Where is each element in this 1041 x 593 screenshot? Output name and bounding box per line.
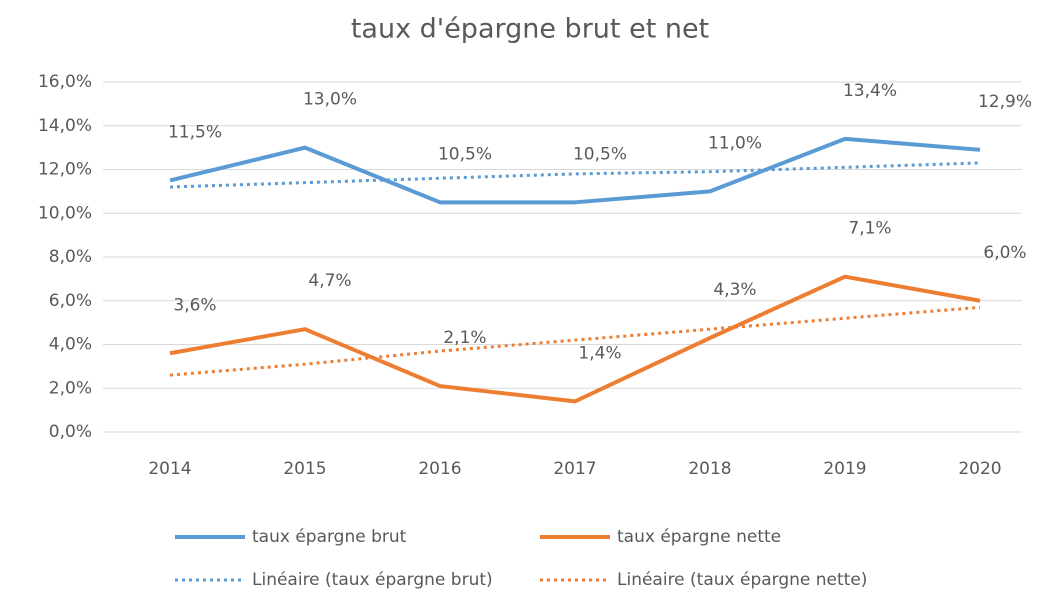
data-label: 10,5% — [438, 144, 492, 164]
data-label: 11,5% — [168, 122, 222, 142]
x-tick-label: 2014 — [148, 459, 191, 479]
x-tick-label: 2018 — [688, 459, 731, 479]
data-label: 13,0% — [303, 90, 357, 110]
data-label: 11,0% — [708, 133, 762, 153]
x-tick-label: 2017 — [553, 459, 596, 479]
y-tick-label: 16,0% — [38, 72, 92, 92]
data-label: 3,6% — [173, 295, 216, 315]
series-line — [169, 136, 981, 205]
y-tick-label: 0,0% — [49, 422, 92, 442]
y-tick-label: 4,0% — [49, 335, 92, 355]
x-tick-label: 2015 — [283, 459, 326, 479]
legend-label: Linéaire (taux épargne brut) — [252, 570, 493, 590]
y-tick-label: 6,0% — [49, 291, 92, 311]
y-tick-label: 12,0% — [38, 160, 92, 180]
chart-title: taux d'épargne brut et net — [351, 14, 709, 45]
legend-label: taux épargne brut — [252, 527, 407, 547]
series-line — [169, 274, 981, 404]
data-label: 2,1% — [443, 328, 486, 348]
y-tick-label: 8,0% — [49, 247, 92, 267]
data-label: 10,5% — [573, 144, 627, 164]
x-tick-label: 2019 — [823, 459, 866, 479]
x-tick-label: 2016 — [418, 459, 461, 479]
y-tick-label: 2,0% — [49, 378, 92, 398]
data-label: 4,7% — [308, 271, 351, 291]
data-label: 6,0% — [983, 243, 1026, 263]
legend-label: Linéaire (taux épargne nette) — [617, 570, 867, 590]
data-label: 13,4% — [843, 81, 897, 101]
data-label: 12,9% — [978, 92, 1032, 112]
trend-line — [169, 305, 981, 377]
trend-line — [169, 161, 981, 189]
legend-label: taux épargne nette — [617, 527, 781, 547]
data-label: 1,4% — [578, 343, 621, 363]
y-tick-label: 10,0% — [38, 203, 92, 223]
x-tick-label: 2020 — [958, 459, 1001, 479]
y-tick-label: 14,0% — [38, 116, 92, 136]
data-label: 4,3% — [713, 280, 756, 300]
data-label: 7,1% — [848, 219, 891, 239]
